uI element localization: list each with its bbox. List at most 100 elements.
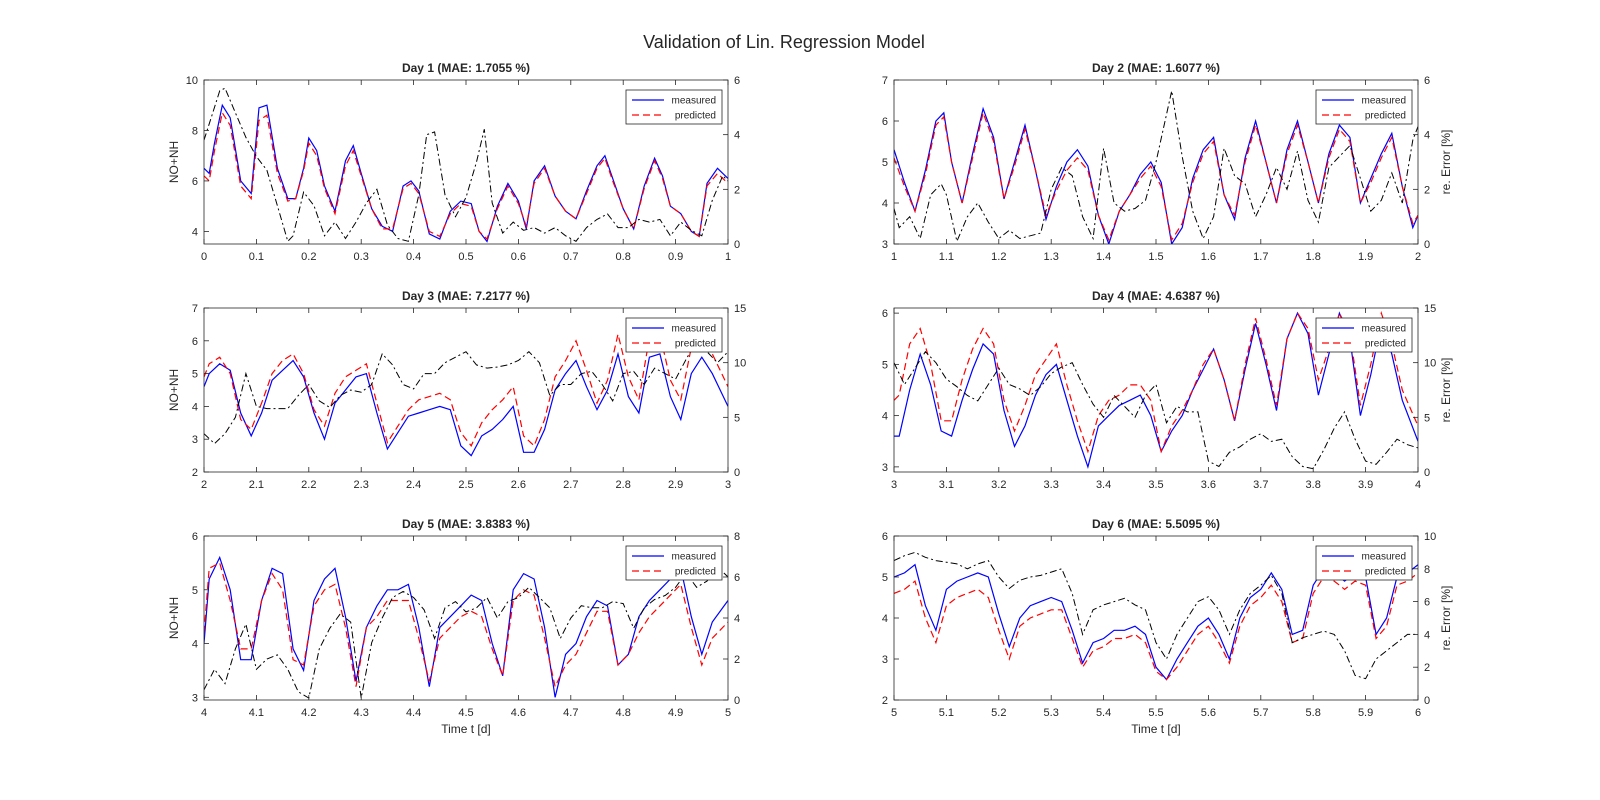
x-tick-label: 2	[1415, 251, 1421, 263]
y-axis-label-right: re. Error [%]	[1439, 358, 1453, 423]
y-tick-label-right: 0	[734, 695, 740, 707]
x-tick-label: 1.6	[1201, 251, 1216, 263]
subplot-day-2: 1 1.1 1.2 1.3 1.4 1.5 1.6 1.7 1.8 1.9 2345670246Da…	[882, 61, 1453, 263]
y-axis-label-left: NO+NH	[167, 369, 181, 411]
y-tick-label-left: 6	[882, 531, 888, 543]
y-tick-label-right: 10	[1424, 531, 1436, 543]
y-axis-label-left: NO+NH	[167, 597, 181, 639]
x-tick-label: 5.3	[1044, 707, 1059, 719]
legend: measured predicted	[625, 89, 723, 125]
predicted-line	[204, 562, 728, 689]
x-tick-label: 5.7	[1253, 707, 1268, 719]
predicted-line	[204, 333, 728, 447]
x-tick-label: 3.5	[1148, 479, 1163, 491]
subplot-day-5: 4 4.1 4.2 4.3 4.4 4.5 4.6 4.7 4.8 4.9 5345602468Da…	[167, 517, 740, 736]
y-tick-label-left: 3	[882, 654, 888, 666]
legend: measured predicted	[1315, 89, 1413, 125]
subplot-day-1: 0 0.1 0.2 0.3 0.4 0.5 0.6 0.7 0.8 0.9 1 4 6 8 10 0 2 4 6 Da…	[167, 61, 740, 263]
y-tick-label-right: 0	[1424, 695, 1430, 707]
x-tick-label: 1.4	[1096, 251, 1111, 263]
x-tick-label: 0	[201, 251, 207, 263]
y-tick-label-left: 4	[882, 411, 888, 423]
subplot-title: Day 6 (MAE: 5.5095 %)	[1092, 517, 1220, 531]
y-tick-label-right: 0	[1424, 467, 1430, 479]
y-tick-label-left: 4	[192, 226, 198, 238]
x-tick-label: 0.3	[354, 251, 369, 263]
x-tick-label: 3	[891, 479, 897, 491]
y-tick-label-left: 10	[186, 75, 198, 87]
y-tick-label-right: 8	[1424, 564, 1430, 576]
x-axis-label: Time t [d]	[441, 722, 491, 736]
x-tick-label: 3.9	[1358, 479, 1373, 491]
x-tick-label: 5.6	[1201, 707, 1216, 719]
y-tick-label-left: 6	[192, 176, 198, 188]
y-tick-label-right: 2	[734, 184, 740, 196]
x-axis-label: Time t [d]	[1131, 722, 1181, 736]
legend-label-predicted: predicted	[675, 339, 716, 350]
x-tick-label: 5	[725, 707, 731, 719]
y-tick-label-left: 4	[882, 198, 888, 210]
legend-box	[1315, 89, 1413, 125]
predicted-line	[204, 111, 728, 241]
legend: measured predicted	[1315, 545, 1413, 581]
y-tick-label-right: 2	[734, 654, 740, 666]
legend-box	[625, 89, 723, 125]
error-line	[894, 551, 1418, 680]
legend-label-predicted: predicted	[675, 111, 716, 122]
error-line	[894, 90, 1418, 243]
x-tick-label: 0.1	[249, 251, 264, 263]
subplot-day-4: 3 3.1 3.2 3.3 3.4 3.5 3.6 3.7 3.8 3.9 4 3 4 5 6 0 5 10 15 D…	[882, 289, 1453, 491]
y-tick-label-right: 0	[1424, 239, 1430, 251]
x-tick-label: 2.3	[354, 479, 369, 491]
x-tick-label: 3.8	[1306, 479, 1321, 491]
x-tick-label: 5.2	[991, 707, 1006, 719]
y-tick-label-right: 2	[1424, 184, 1430, 196]
y-tick-label-right: 10	[1424, 358, 1436, 370]
subplot-title: Day 4 (MAE: 4.6387 %)	[1092, 289, 1220, 303]
series-group	[894, 310, 1418, 470]
y-tick-label-right: 6	[1424, 597, 1430, 609]
y-tick-label-left: 6	[882, 308, 888, 320]
x-tick-label: 0.7	[563, 251, 578, 263]
legend-label-measured: measured	[672, 552, 716, 563]
measured-line	[204, 555, 728, 698]
legend-label-measured: measured	[1362, 324, 1406, 335]
x-tick-label: 3.1	[939, 479, 954, 491]
x-tick-label: 1.5	[1148, 251, 1163, 263]
legend-box	[1315, 545, 1413, 581]
y-tick-label-left: 3	[192, 692, 198, 704]
y-tick-label-left: 3	[882, 239, 888, 251]
y-tick-label-left: 5	[882, 572, 888, 584]
x-tick-label: 4.9	[668, 707, 683, 719]
y-tick-label-left: 2	[192, 467, 198, 479]
x-tick-label: 4	[1415, 479, 1421, 491]
series-group	[204, 555, 728, 699]
legend: measured predicted	[1315, 317, 1413, 353]
y-tick-label-left: 8	[192, 125, 198, 137]
legend-label-predicted: predicted	[1365, 111, 1406, 122]
y-tick-label-left: 6	[192, 531, 198, 543]
subplot-day-6: 5 5.1 5.2 5.3 5.4 5.5 5.6 5.7 5.8 5.9 623456024681…	[882, 517, 1453, 736]
y-tick-label-right: 4	[734, 613, 740, 625]
y-tick-label-left: 5	[192, 369, 198, 381]
legend: measured predicted	[625, 317, 723, 353]
y-tick-label-left: 5	[882, 359, 888, 371]
x-tick-label: 2.4	[406, 479, 421, 491]
x-tick-label: 4.7	[563, 707, 578, 719]
x-tick-label: 0.9	[668, 251, 683, 263]
y-tick-label-left: 4	[192, 401, 198, 413]
predicted-line	[894, 572, 1418, 681]
subplot-title: Day 5 (MAE: 3.8383 %)	[402, 517, 530, 531]
y-tick-label-right: 5	[734, 412, 740, 424]
x-tick-label: 0.4	[406, 251, 421, 263]
y-tick-label-left: 7	[192, 303, 198, 315]
y-tick-label-right: 2	[1424, 662, 1430, 674]
legend: measured predicted	[625, 545, 723, 581]
y-tick-label-right: 15	[734, 303, 746, 315]
x-tick-label: 3.7	[1253, 479, 1268, 491]
predicted-line	[894, 310, 1418, 454]
x-tick-label: 2.8	[616, 479, 631, 491]
y-tick-label-left: 2	[882, 695, 888, 707]
x-tick-label: 4.4	[406, 707, 421, 719]
y-tick-label-right: 10	[734, 358, 746, 370]
